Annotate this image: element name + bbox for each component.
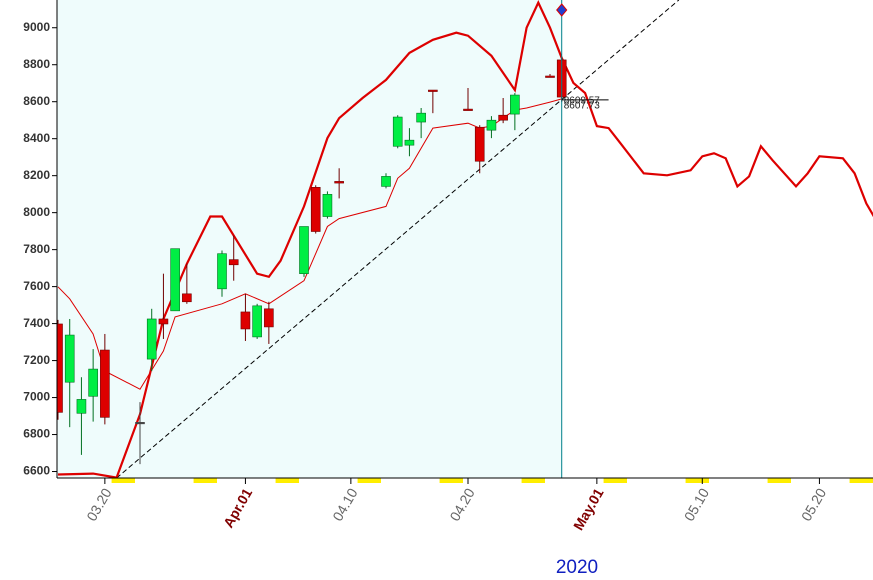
- candle-body: [57, 323, 63, 413]
- candle-body: [310, 187, 321, 232]
- candle-body: [334, 181, 344, 184]
- candle-body: [100, 349, 110, 418]
- y-tick-label: 7200: [23, 353, 50, 367]
- candle-body: [264, 308, 274, 328]
- weekend-block: [111, 478, 135, 483]
- candle-body: [240, 311, 251, 330]
- candle-body: [404, 139, 415, 146]
- candle-body: [64, 334, 75, 383]
- weekend-block: [439, 478, 463, 483]
- cursor-diamond: [556, 3, 568, 17]
- candle-body: [76, 399, 87, 414]
- weekend-block: [603, 478, 627, 483]
- trendline: [116, 0, 680, 478]
- y-tick-label: 6600: [23, 464, 50, 478]
- y-tick-label: 9000: [23, 20, 50, 34]
- x-tick-label: 05.10: [681, 485, 712, 524]
- candle-body: [416, 112, 426, 123]
- x-tick-label: 03.20: [83, 485, 114, 524]
- y-tick-label: 8000: [23, 205, 50, 219]
- weekend-block: [275, 478, 299, 483]
- x-tick-label: 05.20: [798, 485, 829, 524]
- weekend-block: [521, 478, 545, 483]
- candle-body: [392, 116, 403, 147]
- y-tick-label: 7000: [23, 390, 50, 404]
- weekend-block: [193, 478, 217, 483]
- y-tick-label: 6800: [23, 427, 50, 441]
- candle-body: [545, 75, 555, 78]
- y-tick-label: 7800: [23, 242, 50, 256]
- x-tick-label: 04.20: [446, 485, 477, 524]
- year-label: 2020: [556, 557, 598, 578]
- candle-body: [158, 318, 169, 325]
- x-tick-label: Apr.01: [220, 485, 255, 530]
- candle-body: [217, 253, 227, 290]
- x-tick-label: May.01: [570, 485, 607, 533]
- history-shade: [57, 0, 562, 478]
- candle-body: [228, 259, 239, 266]
- price-label: 8609.57: [564, 96, 601, 107]
- weekend-block: [357, 478, 381, 483]
- weekend-block: [685, 478, 709, 483]
- y-tick-label: 8800: [23, 57, 50, 71]
- candle-body: [474, 126, 485, 162]
- candle-body: [510, 94, 520, 115]
- candle-body: [135, 422, 145, 425]
- y-tick-label: 8400: [23, 131, 50, 145]
- candle-body: [170, 248, 180, 312]
- price-label: 8607.73: [564, 101, 601, 112]
- candle-body: [252, 305, 262, 338]
- candle-body: [322, 194, 333, 217]
- y-tick-label: 8200: [23, 168, 50, 182]
- x-tick-label: 04.10: [329, 485, 360, 524]
- candle-body: [498, 114, 508, 121]
- band-line: [57, 0, 873, 478]
- y-tick-label: 8600: [23, 94, 50, 108]
- candle-body: [486, 119, 497, 131]
- weekend-block: [849, 478, 873, 483]
- candle-body: [299, 226, 309, 274]
- candle-body: [88, 368, 98, 397]
- candle-body: [146, 318, 157, 360]
- background: [57, 0, 562, 478]
- candle-body: [463, 108, 473, 111]
- weekend-block: [767, 478, 791, 483]
- candle-body: [428, 89, 438, 92]
- candle-body: [182, 293, 192, 303]
- y-tick-label: 7400: [23, 316, 50, 330]
- candle-body: [381, 176, 391, 187]
- y-tick-label: 7600: [23, 279, 50, 293]
